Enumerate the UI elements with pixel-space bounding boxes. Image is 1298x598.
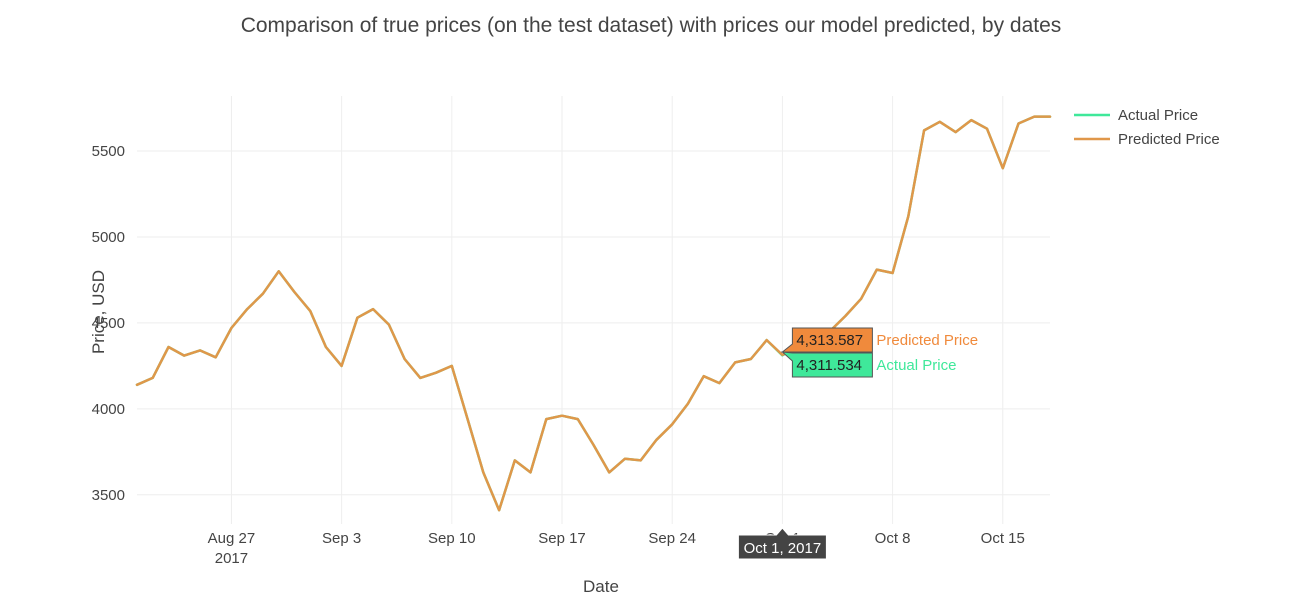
hover-predicted-value: 4,313.587 bbox=[796, 332, 863, 349]
plot-lines[interactable] bbox=[135, 115, 1052, 512]
y-tick-label: 4500 bbox=[92, 315, 125, 332]
hover-predicted-name: Predicted Price bbox=[876, 332, 978, 349]
series-line-actual-price[interactable] bbox=[135, 115, 1052, 512]
x-tick-label: Aug 27 bbox=[208, 530, 256, 547]
y-axis-title: Price, USD bbox=[89, 270, 108, 354]
x-tick-label: Oct 15 bbox=[981, 530, 1025, 547]
hover-actual-name: Actual Price bbox=[876, 357, 956, 374]
legend[interactable]: Actual Price Predicted Price bbox=[1074, 107, 1220, 148]
chart-title: Comparison of true prices (on the test d… bbox=[241, 14, 1062, 37]
x-tick-sublabel: 2017 bbox=[215, 550, 248, 567]
hover-actual-box bbox=[780, 351, 873, 378]
hover-date-box bbox=[737, 527, 827, 560]
y-tick-label: 5000 bbox=[92, 229, 125, 246]
y-tick-label: 5500 bbox=[92, 143, 125, 160]
series-line-predicted-price[interactable] bbox=[135, 115, 1052, 512]
hover-predicted-box bbox=[780, 327, 873, 353]
legend-label: Predicted Price bbox=[1118, 131, 1220, 148]
y-tick-label: 3500 bbox=[92, 487, 125, 504]
x-axis-title: Date bbox=[583, 577, 619, 596]
hover-date-label: Oct 1, 2017 bbox=[744, 540, 822, 557]
legend-item-predicted-price[interactable]: Predicted Price bbox=[1074, 131, 1220, 148]
x-tick-label: Sep 3 bbox=[322, 530, 361, 547]
y-tick-label: 4000 bbox=[92, 401, 125, 418]
x-tick-label: Sep 17 bbox=[538, 530, 586, 547]
x-tick-label: Sep 10 bbox=[428, 530, 476, 547]
legend-label: Actual Price bbox=[1118, 107, 1198, 124]
x-tick-label: Sep 24 bbox=[648, 530, 696, 547]
hover-tooltip: 4,313.587 Predicted Price 4,311.534 Actual … bbox=[737, 327, 978, 560]
x-tick-label: Oct 8 bbox=[875, 530, 911, 547]
hover-actual-value: 4,311.534 bbox=[796, 357, 862, 374]
y-axis-ticks: 3500 4000 4500 5000 5500 bbox=[92, 143, 125, 504]
grid bbox=[137, 96, 1050, 524]
legend-item-actual-price[interactable]: Actual Price bbox=[1074, 107, 1198, 124]
